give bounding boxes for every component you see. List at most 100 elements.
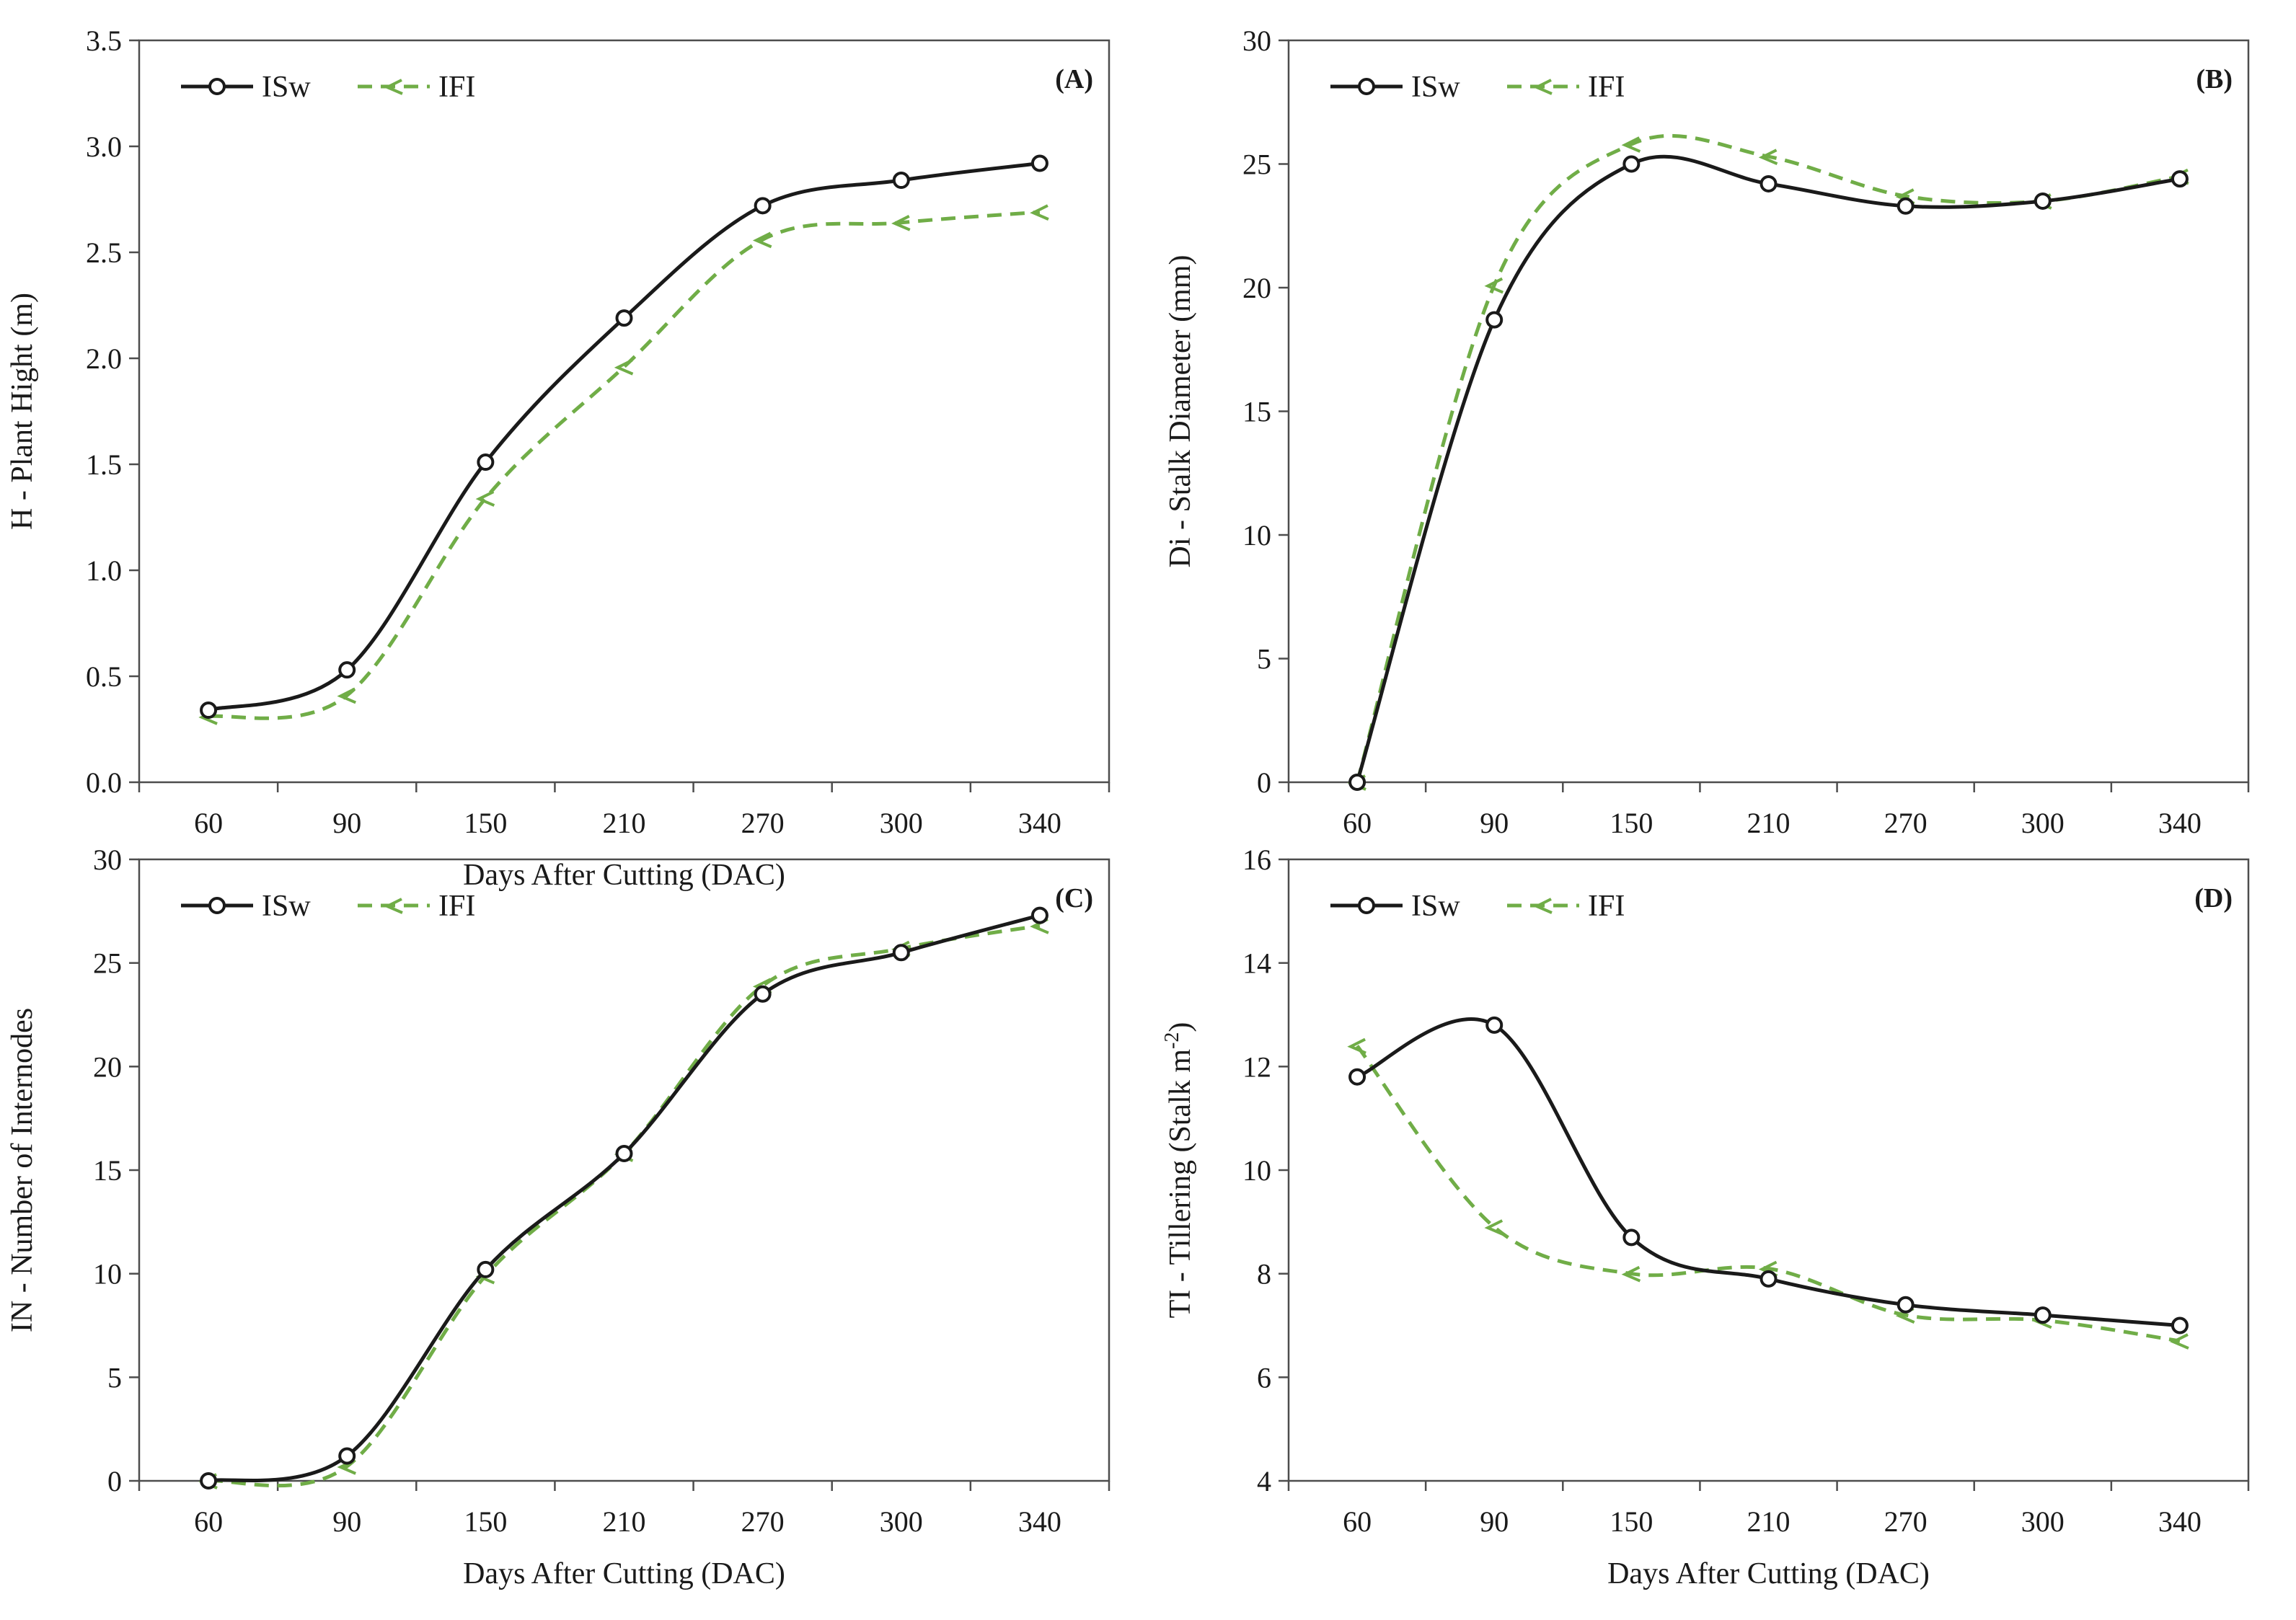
y-tick-label: 0 xyxy=(107,1465,122,1497)
legend-marker-ifi xyxy=(1533,79,1553,95)
data-point-isw xyxy=(2171,170,2189,188)
chart-panel-c: 0 5 10 15 20 25 30 60 90 150 210 270 300 340 Days Afte… xyxy=(6,844,1111,1590)
x-tick-label: 340 xyxy=(1018,1505,1061,1538)
x-tick-label: 210 xyxy=(603,1505,646,1538)
data-point-ifi xyxy=(1030,204,1049,221)
x-tick-label: 270 xyxy=(741,807,785,839)
x-tick-label: 340 xyxy=(2158,1505,2202,1538)
y-axis-title: TI - Tillering (Stalk m-2) xyxy=(1161,1022,1197,1319)
x-tick-label: 90 xyxy=(332,807,361,839)
data-point-isw xyxy=(1485,1016,1504,1034)
data-point-isw xyxy=(1897,1296,1915,1314)
data-point-ifi xyxy=(1621,1265,1641,1283)
legend-marker-ifi xyxy=(384,79,403,95)
x-tick-label: 60 xyxy=(194,807,223,839)
y-tick-label: 6 xyxy=(1257,1361,1271,1394)
x-tick-label: 300 xyxy=(2021,1505,2065,1538)
data-point-isw xyxy=(477,1260,495,1278)
y-tick-label: 25 xyxy=(93,947,122,980)
y-axis-title-close: ) xyxy=(1164,1022,1197,1032)
x-tick-label: 210 xyxy=(1747,807,1791,839)
series-line-ifi xyxy=(1355,133,2181,783)
x-tick-label: 300 xyxy=(2021,807,2065,839)
data-point-ifi xyxy=(2170,1333,2189,1350)
x-tick-label: 270 xyxy=(1884,807,1928,839)
y-tick-label: 0.5 xyxy=(86,660,122,693)
legend-label-ifi: IFI xyxy=(1588,71,1625,104)
y-tick-label: 0.0 xyxy=(86,766,122,799)
legend-label-ifi: IFI xyxy=(1588,890,1625,923)
chart-panel-d: 4 6 8 10 12 14 16 60 90 150 210 270 300 340 Days After… xyxy=(1161,844,2250,1590)
data-point-isw xyxy=(892,172,910,190)
y-tick-label: 5 xyxy=(1257,643,1271,676)
y-tick-label: 10 xyxy=(93,1258,122,1291)
legend-label-ifi: IFI xyxy=(438,890,475,923)
legend-marker-isw xyxy=(208,78,226,95)
data-point-isw xyxy=(1348,774,1366,791)
x-tick-label: 210 xyxy=(1747,1505,1791,1538)
legend: ISw IFI xyxy=(1330,890,1625,923)
data-point-isw xyxy=(615,309,633,327)
data-point-isw xyxy=(2034,192,2052,210)
plot-frame xyxy=(138,858,1111,1482)
legend-marker-isw xyxy=(208,897,226,914)
panel-label: (B) xyxy=(2196,64,2233,94)
y-tick-label: 15 xyxy=(1242,396,1271,428)
series-line-isw xyxy=(1355,154,2181,783)
data-point-isw xyxy=(200,1472,218,1490)
legend: ISw IFI xyxy=(181,890,475,923)
data-point-isw xyxy=(1030,906,1048,924)
data-point-ifi xyxy=(1347,1037,1366,1055)
y-axis-title: H - Plant Hight (m) xyxy=(6,293,39,530)
y-tick-label: 20 xyxy=(1242,272,1271,304)
x-tick-label: 340 xyxy=(1018,807,1061,839)
data-point-isw xyxy=(754,985,772,1003)
y-tick-label: 16 xyxy=(1242,844,1271,876)
x-tick-label: 150 xyxy=(464,807,507,839)
series-line-ifi xyxy=(208,210,1041,720)
legend-marker-ifi xyxy=(384,898,403,914)
data-point-ifi xyxy=(475,490,495,507)
y-tick-label: 1.5 xyxy=(86,448,122,481)
y-axis-title: IN - Number of Internodes xyxy=(6,1008,39,1332)
chart-panel-b: 0 5 10 15 20 25 30 60 90 150 210 270 300 340 Di - Stal… xyxy=(1164,25,2250,839)
y-tick-label: 2.5 xyxy=(86,236,122,269)
chart-panel-a: 0.0 0.5 1.0 1.5 2.0 2.5 3.0 3.5 60 90 150 210 270 300… xyxy=(6,25,1111,892)
data-point-isw xyxy=(1485,311,1504,329)
data-point-isw xyxy=(1759,174,1778,192)
y-tick-label: 10 xyxy=(1242,519,1271,552)
legend: ISw IFI xyxy=(1330,71,1625,104)
x-tick-label: 60 xyxy=(1343,1505,1372,1538)
y-tick-label: 0 xyxy=(1257,766,1271,799)
x-tick-label: 60 xyxy=(194,1505,223,1538)
data-point-isw xyxy=(1897,197,1915,215)
data-point-ifi xyxy=(1484,1219,1504,1236)
plot-frame xyxy=(1287,858,2250,1482)
data-point-isw xyxy=(477,453,495,472)
data-point-isw xyxy=(338,1447,356,1465)
data-point-isw xyxy=(2034,1306,2052,1324)
x-tick-label: 270 xyxy=(1884,1505,1928,1538)
x-tick-label: 90 xyxy=(1480,807,1509,839)
series-line-isw xyxy=(208,161,1041,712)
x-axis-title: Days After Cutting (DAC) xyxy=(1607,1557,1930,1590)
x-tick-label: 150 xyxy=(1610,807,1653,839)
plot-frame xyxy=(1287,39,2250,784)
data-point-isw xyxy=(1030,154,1048,172)
y-tick-label: 30 xyxy=(1242,25,1271,57)
data-point-ifi xyxy=(1484,277,1504,294)
y-tick-label: 3.0 xyxy=(86,130,122,163)
legend-label-isw: ISw xyxy=(1411,71,1460,104)
y-tick-label: 14 xyxy=(1242,947,1271,980)
legend-marker-isw xyxy=(1358,78,1375,95)
legend-label-isw: ISw xyxy=(262,71,311,104)
x-axis-title: Days After Cutting (DAC) xyxy=(463,859,785,892)
series-line-ifi xyxy=(208,924,1041,1488)
x-tick-label: 270 xyxy=(741,1505,785,1538)
x-tick-label: 90 xyxy=(332,1505,361,1538)
plot-frame xyxy=(138,39,1111,784)
data-point-isw xyxy=(615,1145,633,1163)
data-point-isw xyxy=(2171,1316,2189,1334)
y-tick-label: 10 xyxy=(1242,1154,1271,1187)
